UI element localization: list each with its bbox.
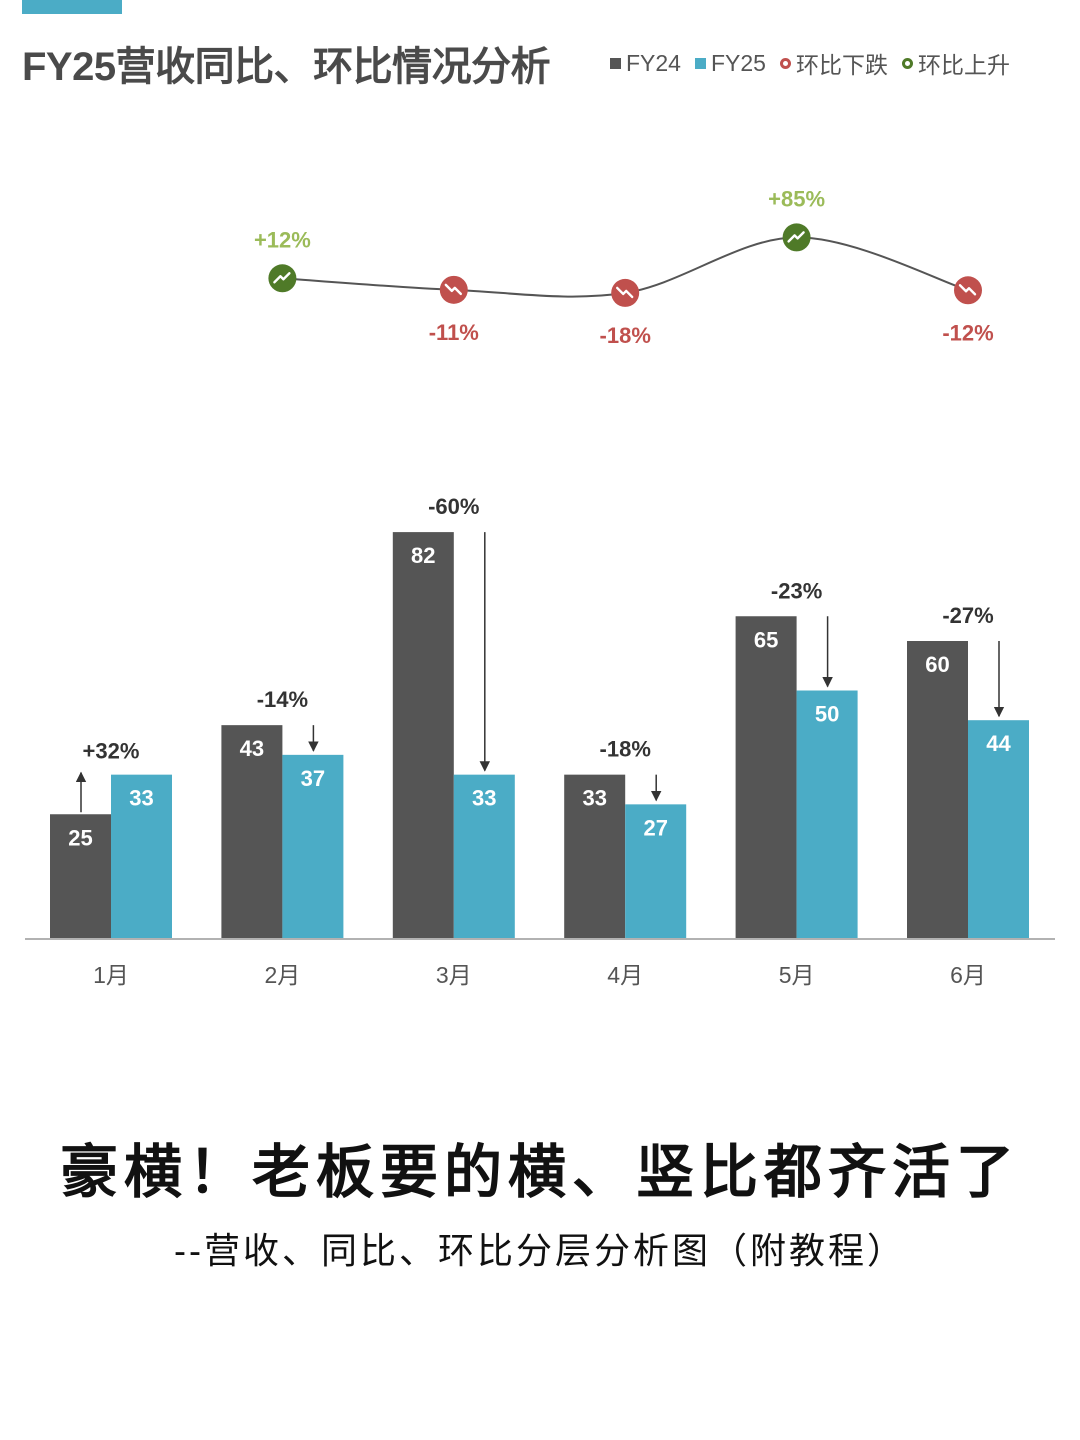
mom-label-6: -12% <box>942 320 993 345</box>
data-label-fy24-5: 65 <box>754 627 778 652</box>
yoy-label-2: -14% <box>257 687 308 712</box>
legend-label-fy24: FY24 <box>626 49 681 76</box>
bar-fy24-5 <box>735 616 797 938</box>
legend-swatch-fy24 <box>610 57 621 69</box>
legend-item-fy25: FY25 <box>694 49 766 77</box>
trend-up-icon <box>787 231 805 243</box>
data-label-fy25-5: 50 <box>815 702 839 727</box>
legend-marker-mom-up <box>901 57 913 69</box>
legend-label-mom-up: 环比上升 <box>917 52 1010 78</box>
data-label-fy24-4: 33 <box>582 786 606 811</box>
data-label-fy24-1: 25 <box>68 825 92 850</box>
yoy-label-5: -23% <box>771 578 822 603</box>
bar-fy24-1 <box>50 814 111 938</box>
footer-headline: 豪横！老板要的横、竖比都齐活了 <box>59 1140 1020 1205</box>
legend: FY24 FY25 环比下跌 环比上升 <box>610 46 1010 80</box>
bar-fy25-3 <box>453 774 515 938</box>
x-tick-label-3: 3月 <box>436 962 472 988</box>
data-label-fy24-2: 43 <box>240 736 264 761</box>
bar-fy24-2 <box>221 725 283 938</box>
yoy-label-3: -60% <box>428 494 479 519</box>
x-tick-label-1: 1月 <box>93 962 129 988</box>
footer-subline: --营收、同比、环比分层分析图（附教程） <box>174 1230 906 1271</box>
trend-down-icon <box>444 283 462 296</box>
bar-fy24-6 <box>907 641 968 938</box>
yoy-label-1: +32% <box>83 739 140 764</box>
data-label-fy25-2: 37 <box>301 766 325 791</box>
mom-label-5: +85% <box>768 186 825 211</box>
legend-marker-mom-down <box>779 57 791 69</box>
legend-item-mom-up: 环比上升 <box>901 46 1010 80</box>
data-label-fy25-1: 33 <box>129 786 153 811</box>
legend-label-fy25: FY25 <box>710 49 766 76</box>
bar-fy25-1 <box>111 774 172 938</box>
bar-fy25-6 <box>968 720 1029 938</box>
combo-chart: 25 33 1月 +32% 43 37 2月 -14% 82 33 3月 -60% 33 27 4月 -18%… <box>25 186 1055 988</box>
x-tick-label-6: 6月 <box>950 962 986 988</box>
trend-down-icon <box>616 286 634 299</box>
yoy-label-4: -18% <box>600 737 651 762</box>
bar-fy25-4 <box>625 804 687 938</box>
bar-fy24-4 <box>564 774 626 938</box>
x-tick-label-5: 5月 <box>779 962 815 988</box>
data-label-fy25-4: 27 <box>643 815 667 840</box>
legend-item-fy24: FY24 <box>610 50 681 77</box>
mom-label-2: +12% <box>254 227 311 252</box>
data-label-fy25-6: 44 <box>986 731 1011 756</box>
bar-fy25-2 <box>282 754 344 938</box>
mom-label-3: -11% <box>429 320 479 345</box>
trend-up-icon <box>273 272 291 284</box>
x-tick-label-4: 4月 <box>607 962 643 988</box>
data-label-fy25-3: 33 <box>472 786 496 811</box>
x-tick-label-2: 2月 <box>265 962 301 988</box>
chart-title: FY25营收同比、环比情况分析 <box>22 45 551 89</box>
top-accent-bar <box>22 0 122 14</box>
legend-label-mom-down: 环比下跌 <box>795 52 888 78</box>
legend-swatch-fy25 <box>694 57 706 69</box>
yoy-label-6: -27% <box>942 603 993 628</box>
data-label-fy24-3: 82 <box>411 543 435 568</box>
bar-fy25-5 <box>796 690 858 938</box>
data-label-fy24-6: 60 <box>925 652 949 677</box>
legend-item-mom-down: 环比下跌 <box>779 46 888 80</box>
trend-down-icon <box>958 284 977 296</box>
mom-label-4: -18% <box>600 323 651 348</box>
bar-fy24-3 <box>392 532 454 938</box>
